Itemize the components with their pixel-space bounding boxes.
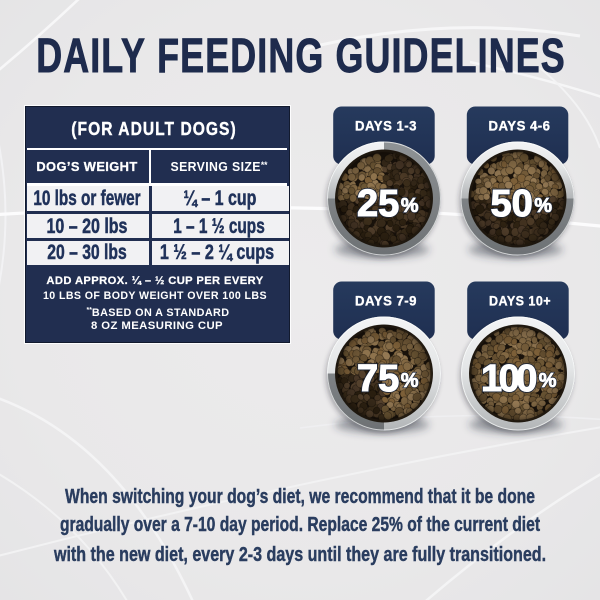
svg-text:%: %	[539, 370, 557, 392]
svg-text:%: %	[539, 370, 557, 392]
svg-text:100: 100	[481, 358, 536, 400]
svg-text:25: 25	[357, 183, 399, 225]
svg-text:%: %	[534, 195, 552, 217]
svg-text:DAYS 4-6: DAYS 4-6	[489, 118, 551, 134]
svg-text:DAYS 7-9: DAYS 7-9	[355, 293, 417, 309]
svg-text:DAYS 1-3: DAYS 1-3	[355, 118, 417, 134]
svg-text:DAYS 10+: DAYS 10+	[489, 293, 551, 309]
svg-text:%: %	[401, 370, 419, 392]
svg-text:%: %	[401, 195, 419, 217]
svg-text:25: 25	[357, 183, 399, 225]
svg-text:75: 75	[357, 358, 399, 400]
svg-text:%: %	[534, 195, 552, 217]
svg-text:75: 75	[357, 358, 399, 400]
svg-text:%: %	[401, 370, 419, 392]
svg-text:50: 50	[491, 183, 533, 225]
svg-text:%: %	[401, 195, 419, 217]
svg-text:100: 100	[481, 358, 536, 400]
svg-text:50: 50	[491, 183, 533, 225]
